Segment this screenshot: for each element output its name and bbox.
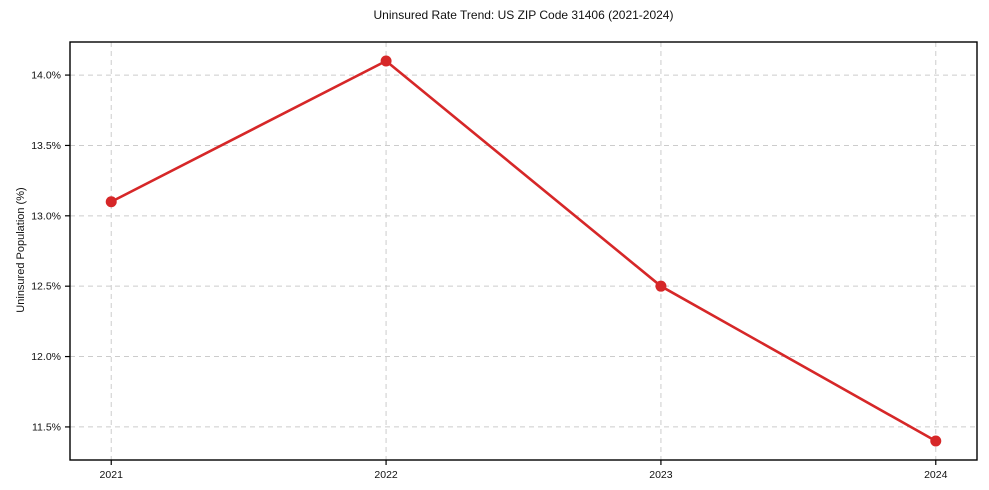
x-tick-label: 2021 [100,469,124,481]
y-tick-label: 13.5% [31,140,61,152]
x-tick-label: 2024 [924,469,948,481]
plot-border [69,41,978,461]
y-tick-label: 11.5% [32,421,61,433]
x-tick-label: 2023 [649,469,673,481]
y-tick-label: 12.5% [31,281,61,293]
data-point [930,435,942,447]
y-axis-label: Uninsured Population (%) [15,187,27,313]
data-point [105,196,117,208]
x-tick-label: 2022 [374,469,398,481]
y-tick-label: 12.0% [31,351,61,363]
y-tick-label: 13.0% [31,210,61,222]
trend-line [109,59,938,443]
data-point [655,280,667,292]
y-tick-label: 14.0% [31,70,61,82]
data-point [380,55,392,67]
chart-title: Uninsured Rate Trend: US ZIP Code 31406 … [373,8,674,22]
